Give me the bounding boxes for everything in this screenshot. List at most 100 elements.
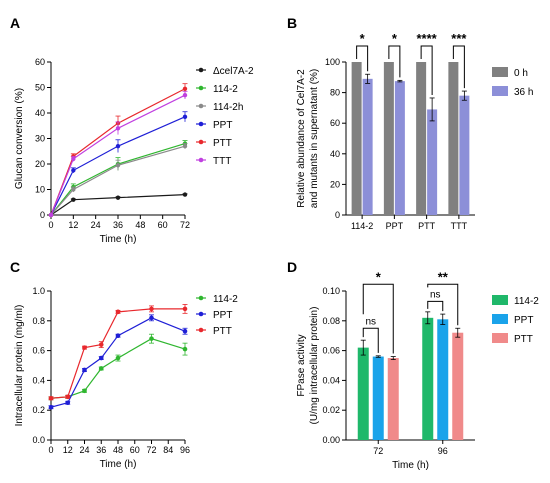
a-y-axis-title: Glucan conversion (%) (14, 88, 25, 189)
c-data-point (82, 345, 87, 350)
b-significance-label: * (360, 31, 366, 46)
a-y-tick-label: 30 (35, 134, 45, 144)
a-y-tick-label: 0 (40, 210, 45, 220)
c-data-point (182, 306, 188, 312)
a-legend-label: Δcel7A-2 (213, 66, 254, 77)
b-bar-0h (448, 62, 459, 215)
a-legend-label: PPT (213, 120, 232, 131)
d-bar (437, 319, 449, 440)
a-y-tick-label: 50 (35, 83, 45, 93)
b-x-tick-label: PTT (418, 221, 436, 231)
c-y-tick-label: 0.0 (32, 435, 45, 445)
c-data-point (149, 306, 154, 312)
c-data-point (182, 346, 188, 352)
a-x-tick-label: 0 (48, 220, 53, 230)
d-ns-label: ns (365, 316, 376, 327)
c-data-point (182, 328, 188, 334)
c-y-tick-label: 1.0 (32, 286, 45, 296)
c-data-point (98, 342, 104, 347)
d-ns-bracket (362, 327, 379, 353)
a-x-tick-label: 60 (158, 220, 168, 230)
b-significance-bracket (420, 45, 433, 95)
a-data-point (182, 114, 188, 120)
c-x-tick-label: 84 (163, 445, 173, 455)
b-bar-0h (383, 62, 394, 215)
b-y-tick-label: 100 (325, 57, 340, 67)
b-bar-0h (416, 62, 427, 215)
a-data-point (115, 195, 121, 200)
c-data-point (115, 355, 121, 361)
a-data-point (182, 86, 188, 91)
panel-label-a: A (10, 15, 20, 31)
a-data-point (115, 143, 121, 149)
d-significance-label: * (376, 269, 382, 284)
a-legend-0-marker (198, 67, 204, 73)
b-y-tick-label: 60 (330, 118, 340, 128)
a-data-point (182, 192, 188, 197)
c-series-line (50, 317, 186, 408)
c-y-axis-title: Intracellular protein (mg/ml) (14, 305, 25, 427)
c-data-point (65, 394, 71, 400)
a-x-tick-label: 48 (135, 220, 145, 230)
a-data-point (182, 92, 188, 98)
a-data-point (115, 126, 121, 131)
b-y-tick-label: 20 (330, 179, 340, 189)
a-x-tick-label: 24 (91, 220, 101, 230)
d-legend-swatch (492, 295, 508, 305)
d-ns-label: ns (430, 289, 441, 300)
panel-d-chart: 0.00 0.02 0.04 0.06 0.08 0.10 72 96 Time (h) FPas… (296, 269, 539, 471)
c-data-point (48, 404, 54, 410)
c-y-tick-label: 0.4 (32, 375, 45, 385)
d-bar (357, 347, 369, 440)
c-x-tick-label: 0 (48, 445, 53, 455)
c-legend-label: PTT (213, 326, 232, 337)
b-x-tick-label: TTT (451, 221, 468, 231)
panel-c-chart: 0.0 0.2 0.4 0.6 0.8 1.0 0 12 24 36 48 60 72 84 96 Time … (14, 286, 238, 470)
c-x-tick-label: 36 (96, 445, 106, 455)
panel-b-chart: 0 20 40 60 80 100 114-2 * PPT * PTT **** TTT *** Relat… (296, 31, 533, 231)
c-x-tick-label: 24 (79, 445, 89, 455)
c-x-tick-label: 96 (180, 445, 190, 455)
c-x-tick-label: 48 (113, 445, 123, 455)
d-y-tick-label: 0.00 (322, 435, 340, 445)
a-legend-4-marker (198, 139, 204, 145)
c-legend-0-marker (198, 295, 204, 301)
d-bar (422, 317, 434, 440)
a-legend-label: 114-2h (213, 102, 243, 113)
b-significance-bracket (452, 45, 465, 89)
a-x-tick-label: 12 (68, 220, 78, 230)
b-x-tick-label: 114-2 (351, 221, 373, 231)
a-legend-1-marker (198, 85, 204, 91)
d-x-tick-label: 72 (373, 446, 383, 456)
c-legend-label: PPT (213, 310, 232, 321)
c-data-point (82, 367, 87, 373)
b-bar-36h (459, 95, 470, 215)
a-y-tick-label: 60 (35, 57, 45, 67)
d-x-axis-title: Time (h) (392, 460, 429, 471)
d-ns-bracket (427, 300, 444, 312)
b-y-tick-label: 40 (330, 149, 340, 159)
a-legend-5-marker (198, 157, 204, 163)
c-x-tick-label: 60 (130, 445, 140, 455)
a-data-point (71, 156, 76, 162)
d-significance-bracket (362, 283, 394, 354)
c-data-point (115, 333, 121, 339)
c-legend-1-marker (198, 311, 204, 317)
a-legend-label: PTT (213, 138, 232, 149)
a-y-tick-label: 20 (35, 159, 45, 169)
d-bar (372, 356, 384, 440)
d-legend-label: PTT (514, 334, 533, 345)
c-data-point (98, 355, 104, 361)
d-y-tick-label: 0.06 (322, 346, 340, 356)
panel-a-chart: 0 10 20 30 40 50 60 0 12 24 36 48 60 72 Time (h) Glucan… (14, 57, 254, 245)
b-legend-swatch (492, 86, 508, 96)
a-series-line (50, 94, 186, 216)
a-x-tick-label: 36 (113, 220, 123, 230)
panel-label-c: C (10, 259, 20, 275)
b-bar-36h (362, 78, 373, 215)
a-series-line (50, 145, 186, 216)
c-data-point (98, 366, 104, 371)
b-y-tick-label: 0 (335, 210, 340, 220)
b-significance-bracket (356, 45, 369, 72)
